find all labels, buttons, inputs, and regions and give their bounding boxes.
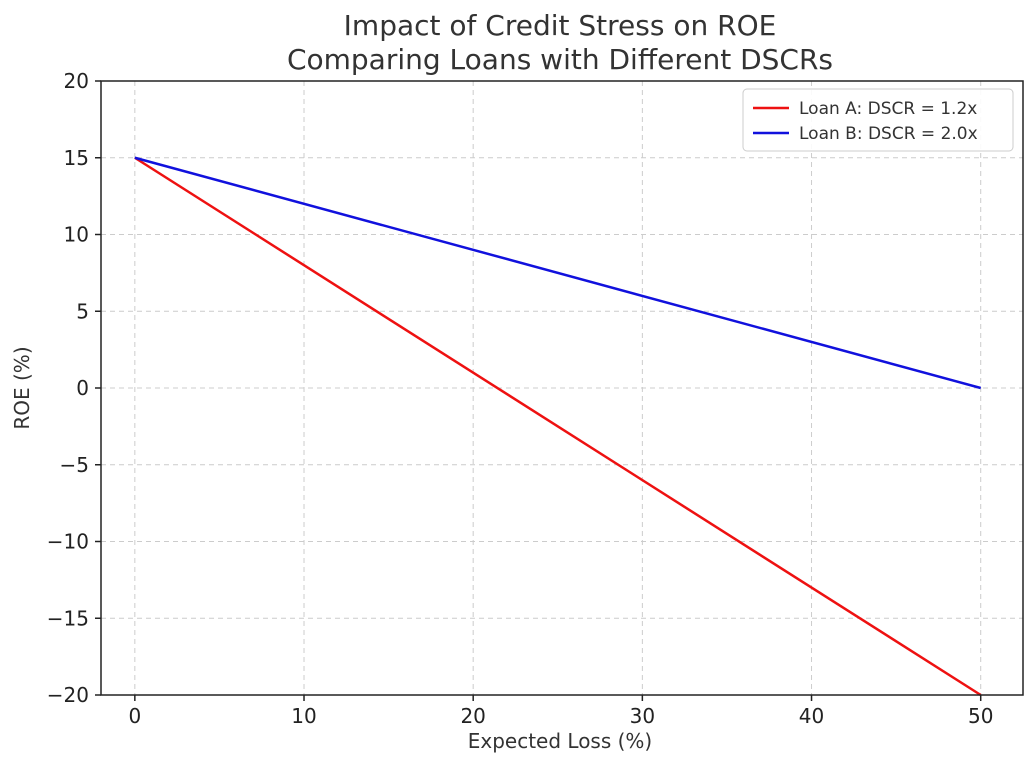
chart-title-line-1: Impact of Credit Stress on ROE xyxy=(344,9,777,42)
x-tick-label: 30 xyxy=(630,704,655,728)
grid xyxy=(101,80,1023,696)
y-tick-label: 15 xyxy=(64,146,89,170)
y-tick-label: −15 xyxy=(47,606,89,630)
chart-title-line-2: Comparing Loans with Different DSCRs xyxy=(287,43,833,76)
x-tick-label: 0 xyxy=(128,704,141,728)
y-tick-label: 20 xyxy=(64,69,89,93)
y-tick-label: 5 xyxy=(76,299,89,323)
y-tick-label: 10 xyxy=(64,223,89,247)
y-tick-label: −5 xyxy=(60,453,89,477)
legend-box xyxy=(742,88,1014,152)
x-tick-label: 50 xyxy=(968,704,993,728)
x-axis-label: Expected Loss (%) xyxy=(468,729,653,753)
legend-entry-label: Loan B: DSCR = 2.0x xyxy=(799,124,978,144)
y-tick-label: −10 xyxy=(47,530,89,554)
x-tick-label: 20 xyxy=(460,704,485,728)
legend-entry-label: Loan A: DSCR = 1.2x xyxy=(799,99,977,119)
x-tick-label: 40 xyxy=(799,704,824,728)
axes: 0 10 20 30 40 50 −20 −15 −10 −5 0 5 10 15 20 xyxy=(47,69,1024,728)
plot-lines xyxy=(134,156,982,697)
series-line-loan-b xyxy=(134,156,982,390)
y-tick-label: 0 xyxy=(76,376,89,400)
x-tick-label: 10 xyxy=(291,704,316,728)
legend: Loan A: DSCR = 1.2x Loan B: DSCR = 2.0x xyxy=(742,88,1014,152)
series-line-loan-a xyxy=(134,156,982,697)
y-tick-label: −20 xyxy=(47,683,89,707)
y-axis-label: ROE (%) xyxy=(10,346,34,429)
